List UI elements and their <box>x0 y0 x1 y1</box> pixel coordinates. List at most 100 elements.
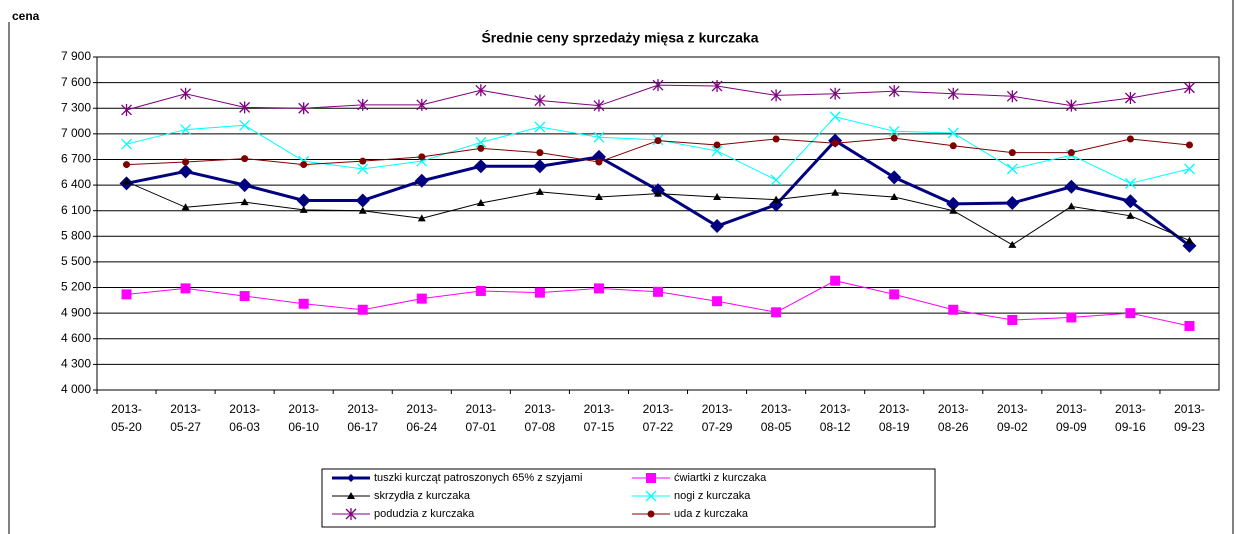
marker <box>178 164 193 179</box>
marker-shape <box>1184 320 1195 331</box>
marker <box>1126 135 1134 143</box>
marker <box>948 304 959 315</box>
marker <box>593 99 605 112</box>
marker-shape <box>770 89 782 102</box>
marker-shape <box>123 161 131 169</box>
marker-shape <box>829 87 841 100</box>
marker-shape <box>710 219 725 234</box>
marker <box>475 84 487 97</box>
marker-shape <box>181 203 190 211</box>
marker <box>652 79 664 92</box>
marker-shape <box>536 149 544 157</box>
marker-shape <box>652 79 664 92</box>
marker <box>713 141 721 149</box>
marker-shape <box>713 141 721 149</box>
marker-shape <box>890 134 898 142</box>
marker <box>534 287 545 298</box>
x-tick-label: 2013-08-12 <box>819 402 851 434</box>
marker <box>887 170 902 185</box>
marker <box>831 139 839 147</box>
y-tick-label: 5 200 <box>61 280 91 294</box>
marker <box>298 102 310 115</box>
marker <box>300 161 308 169</box>
marker-shape <box>359 157 367 165</box>
marker-shape <box>829 111 841 123</box>
marker <box>355 193 370 208</box>
marker <box>654 137 662 145</box>
x-tick-label: 2013-08-26 <box>937 402 969 434</box>
marker <box>473 159 488 174</box>
marker <box>345 508 357 520</box>
marker <box>830 275 841 286</box>
marker-shape <box>1124 177 1136 189</box>
x-tick-label: 2013-07-08 <box>524 402 556 434</box>
legend-box <box>321 468 936 528</box>
marker-shape <box>237 178 252 193</box>
marker <box>298 298 309 309</box>
marker <box>181 203 190 211</box>
marker <box>532 159 547 174</box>
marker-shape <box>475 285 486 296</box>
x-tick-label: 2013-07-22 <box>642 402 674 434</box>
marker-shape <box>347 492 355 499</box>
marker <box>770 174 782 186</box>
marker-shape <box>593 283 604 294</box>
marker <box>829 111 841 123</box>
y-tick-label: 6 700 <box>61 152 91 166</box>
marker <box>417 214 426 222</box>
marker <box>237 178 252 193</box>
marker <box>769 197 784 212</box>
legend-label: tuszki kurcząt patroszonych 65% z szyjam… <box>374 472 582 484</box>
marker <box>595 158 603 166</box>
y-tick-label: 5 800 <box>61 228 91 242</box>
marker-shape <box>1185 141 1193 149</box>
marker-shape <box>772 195 781 203</box>
marker-shape <box>771 307 782 318</box>
x-tick-label: 2013-06-03 <box>229 402 260 434</box>
marker <box>711 145 723 157</box>
marker-shape <box>239 101 251 114</box>
marker <box>121 103 132 116</box>
marker-shape <box>1065 99 1077 112</box>
marker <box>1065 99 1077 112</box>
marker-shape <box>1125 308 1136 319</box>
marker-shape <box>121 138 132 150</box>
marker-shape <box>887 170 902 185</box>
marker-shape <box>417 214 426 222</box>
marker <box>1008 240 1017 248</box>
x-tick-label: 2013-09-02 <box>996 402 1028 434</box>
marker-shape <box>1007 314 1018 325</box>
marker <box>1067 149 1075 157</box>
marker <box>645 490 657 502</box>
marker <box>476 199 485 207</box>
marker <box>949 206 958 214</box>
marker <box>180 87 192 100</box>
marker-shape <box>947 87 959 100</box>
marker <box>180 283 191 294</box>
marker <box>772 195 781 203</box>
marker-shape <box>1126 135 1134 143</box>
marker <box>949 142 957 150</box>
marker-shape <box>357 304 368 315</box>
x-tick-label: 2013-05-20 <box>111 402 142 434</box>
marker-shape <box>180 283 191 294</box>
y-tick-label: 7 900 <box>61 49 91 63</box>
marker-shape <box>121 103 132 116</box>
marker-shape <box>769 197 784 212</box>
x-tick-label: 2013-08-05 <box>760 402 792 434</box>
marker <box>1064 179 1079 194</box>
marker <box>1125 308 1136 319</box>
marker-shape <box>1124 91 1136 104</box>
y-tick-label: 4 300 <box>61 357 91 371</box>
y-tick-label: 5 500 <box>61 254 91 268</box>
marker-shape <box>416 293 427 304</box>
marker <box>1185 236 1194 244</box>
marker <box>712 296 723 307</box>
marker <box>534 94 546 107</box>
marker-shape <box>1067 202 1076 210</box>
marker-shape <box>647 510 655 518</box>
marker <box>1066 312 1077 323</box>
marker <box>414 173 429 188</box>
marker-shape <box>180 124 192 136</box>
